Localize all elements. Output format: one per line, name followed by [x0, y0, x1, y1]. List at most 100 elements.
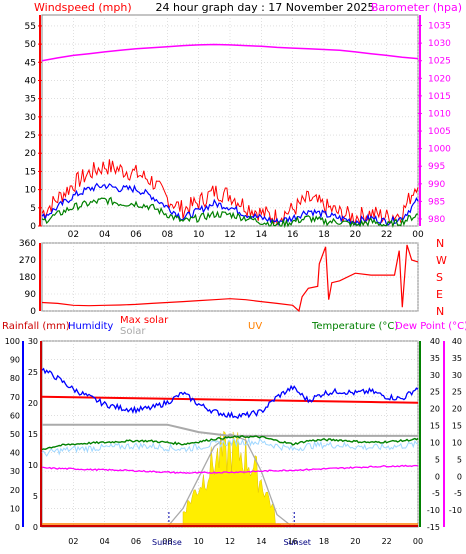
- chart-title: 24 hour graph day : 17 November 2025: [155, 1, 374, 14]
- rain-rate-line: [41, 395, 419, 404]
- wind-x-tick-label: 02: [68, 230, 79, 240]
- barometer-axis-title: Barometer (hpa): [371, 1, 462, 14]
- humidity-tick-label: 80: [10, 374, 20, 383]
- direction-tick-label: 0: [30, 307, 36, 317]
- direction-tick-label: 90: [25, 290, 37, 300]
- feels-like-line: [41, 437, 419, 457]
- compass-label: N: [436, 237, 444, 250]
- temperature-tick-label: 5: [435, 455, 440, 464]
- wind-tick-label: 5: [30, 204, 36, 214]
- rain-tick-label: 5: [33, 492, 38, 501]
- multi-x-tick-label: 08: [162, 537, 172, 546]
- compass-label: S: [436, 271, 443, 284]
- temperature-tick-label: 20: [430, 405, 440, 414]
- humidity-tick-label: 30: [10, 467, 20, 476]
- dew-point-tick-label: 40: [452, 337, 462, 346]
- humidity-tick-label: 60: [10, 411, 20, 420]
- dew-point-tick-label: 25: [452, 388, 462, 397]
- direction-tick-label: 270: [19, 256, 36, 266]
- temperature-tick-label: 25: [430, 388, 440, 397]
- wind-tick-label: 30: [25, 113, 37, 123]
- humidity-tick-label: 90: [10, 356, 20, 365]
- baro-tick-label: 1005: [428, 127, 451, 137]
- wind-x-tick-label: 14: [256, 230, 268, 240]
- wind-x-tick-label: 20: [350, 230, 362, 240]
- rain-tick-label: 30: [28, 337, 38, 346]
- rainfall-axis-title: Rainfall (mm): [2, 321, 70, 332]
- multi-x-tick-label: 10: [194, 537, 204, 546]
- humidity-tick-label: 70: [10, 393, 20, 402]
- rain-tick-label: 25: [28, 368, 38, 377]
- sunrise-label: Sunrise: [152, 538, 182, 547]
- humidity-tick-label: 10: [10, 504, 20, 513]
- dew-point-axis-title: Dew Point (°C): [395, 321, 466, 332]
- wind-x-tick-label: 18: [318, 230, 330, 240]
- wind-x-tick-label: 06: [130, 230, 142, 240]
- dew-point-tick-label: 35: [452, 354, 462, 363]
- chart-panels: 0510152025303540455055980985990995100010…: [2, 14, 466, 547]
- dew-point-tick-label: 0: [457, 472, 462, 481]
- temperature-tick-label: 15: [430, 422, 440, 431]
- wind-tick-label: 10: [25, 186, 37, 196]
- wind-x-tick-label: 10: [193, 230, 205, 240]
- humidity-tick-label: 100: [5, 337, 20, 346]
- baro-tick-label: 1020: [428, 74, 451, 84]
- temperature-tick-label: 10: [430, 438, 440, 447]
- multi-x-tick-label: 06: [131, 537, 141, 546]
- baro-tick-label: 1025: [428, 57, 451, 67]
- dew-point-tick-label: 30: [452, 371, 462, 380]
- baro-tick-label: 1010: [428, 109, 451, 119]
- wind-x-tick-label: 00: [412, 230, 424, 240]
- multi-x-tick-label: 16: [288, 537, 298, 546]
- wind-tick-label: 45: [25, 58, 36, 68]
- rain-tick-label: 20: [28, 399, 38, 408]
- baro-tick-label: 1035: [428, 22, 451, 32]
- baro-tick-label: 980: [428, 215, 445, 225]
- baro-tick-label: 1000: [428, 145, 451, 155]
- multi-x-tick-label: 00: [413, 537, 423, 546]
- multi-x-tick-label: 02: [68, 537, 78, 546]
- sunset-label: Sunset: [284, 538, 311, 547]
- compass-label: N: [436, 305, 444, 318]
- temperature-tick-label: -15: [427, 523, 440, 532]
- rain-tick-label: 10: [28, 461, 38, 470]
- windspeed-low-line: [41, 196, 419, 229]
- baro-tick-label: 995: [428, 162, 445, 172]
- windspeed-axis-title: Windspeed (mph): [34, 1, 132, 14]
- temperature-axis-title: Temperature (°C): [311, 321, 398, 332]
- direction-tick-label: 180: [19, 273, 36, 283]
- humidity-tick-label: 0: [15, 523, 20, 532]
- wind-x-tick-label: 04: [99, 230, 111, 240]
- temperature-tick-label: -10: [427, 506, 440, 515]
- dew-point-tick-label: 5: [457, 455, 462, 464]
- wind-tick-label: 15: [25, 167, 36, 177]
- multi-x-tick-label: 04: [100, 537, 110, 546]
- dew-point-tick-label: -5: [454, 489, 462, 498]
- wind-tick-label: 20: [25, 149, 37, 159]
- dew-point-tick-label: 20: [452, 405, 462, 414]
- wind-x-tick-label: 16: [287, 230, 299, 240]
- humidity-axis-title: Humidity: [68, 321, 113, 332]
- multi-x-tick-label: 22: [382, 537, 392, 546]
- dew-point-line: [41, 464, 419, 475]
- wind-tick-label: 55: [25, 22, 36, 32]
- solar-line: [42, 423, 418, 437]
- wind-tick-label: 35: [25, 95, 36, 105]
- baro-tick-label: 1015: [428, 92, 451, 102]
- temperature-tick-label: 30: [430, 371, 440, 380]
- wind-tick-label: 25: [25, 131, 36, 141]
- uv-label: UV: [248, 321, 262, 332]
- wind-x-tick-label: 08: [162, 230, 174, 240]
- multi-x-tick-label: 12: [225, 537, 235, 546]
- temperature-tick-label: 40: [430, 337, 440, 346]
- wind-tick-label: 0: [30, 222, 36, 232]
- rain-tick-label: 15: [28, 430, 38, 439]
- humidity-tick-label: 50: [10, 430, 20, 439]
- wind-tick-label: 40: [25, 76, 37, 86]
- baro-tick-label: 1030: [428, 39, 451, 49]
- barometer-line: [41, 43, 419, 62]
- temperature-tick-label: 35: [430, 354, 440, 363]
- compass-label: W: [436, 254, 447, 267]
